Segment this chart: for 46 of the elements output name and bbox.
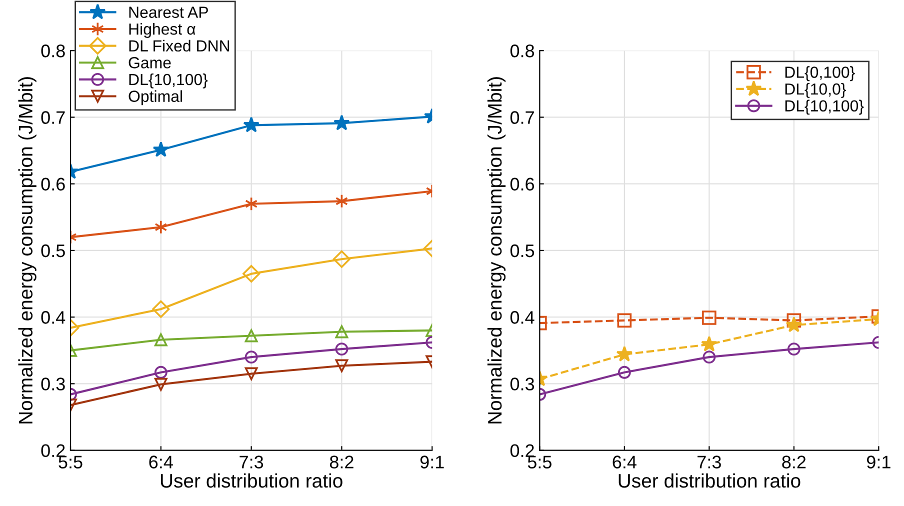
point <box>701 336 718 352</box>
x-tick-label: 7:3 <box>698 456 721 468</box>
point <box>702 350 716 364</box>
y-tick-label: 0.5 <box>510 244 534 258</box>
point <box>242 265 260 283</box>
x-tick-label: 9:1 <box>866 456 890 468</box>
legend-label: DL{10,100} <box>785 100 864 115</box>
y-tick-label: 0.3 <box>41 378 65 390</box>
y-tick-label: 0.7 <box>41 111 65 124</box>
y-tick-label: 0.3 <box>510 378 534 390</box>
x-tick-label: 8:2 <box>782 456 806 468</box>
point <box>244 350 258 364</box>
x-tick-label: 8:2 <box>330 456 354 468</box>
x-tick-label: 6:4 <box>612 456 636 468</box>
x-axis-title: User distribution ratio <box>160 473 342 488</box>
y-tick-label: 0.7 <box>510 111 534 124</box>
point <box>244 196 258 211</box>
x-tick-label: 9:1 <box>420 456 444 468</box>
point <box>243 116 260 132</box>
x-axis-title: User distribution ratio <box>618 473 800 488</box>
y-axis-title: Normalized energy consumption (J/Mbit) <box>18 77 36 424</box>
legend-label: DL{10,0} <box>785 82 846 98</box>
x-tick-label: 5:5 <box>528 456 552 468</box>
x-tick-label: 5:5 <box>58 456 82 468</box>
x-tick-label: 7:3 <box>240 456 264 468</box>
legend-label: Game <box>128 57 171 68</box>
y-tick-label: 0.8 <box>510 44 534 58</box>
legend-label: DL{0,100} <box>785 66 855 82</box>
point <box>244 367 258 380</box>
point <box>787 342 800 356</box>
point <box>332 250 350 268</box>
legend-label: Optimal <box>128 90 182 106</box>
y-axis-title: Normalized energy consumption (J/Mbit) <box>487 77 506 424</box>
y-tick-label: 0.6 <box>41 178 65 191</box>
y-tick-label: 0.8 <box>41 44 65 58</box>
legend-label: Highest α <box>129 23 196 38</box>
x-tick-label: 6:4 <box>149 456 173 468</box>
y-tick-label: 0.4 <box>510 311 534 324</box>
y-tick-label: 0.5 <box>41 244 65 258</box>
legend-label: DL{10,100} <box>129 73 208 88</box>
y-tick-label: 0.4 <box>41 311 66 324</box>
legend-label: DL Fixed DNN <box>129 40 230 52</box>
point <box>244 329 258 342</box>
point <box>702 310 716 325</box>
legend-label: Nearest AP <box>129 6 208 18</box>
y-tick-label: 0.6 <box>510 178 534 191</box>
